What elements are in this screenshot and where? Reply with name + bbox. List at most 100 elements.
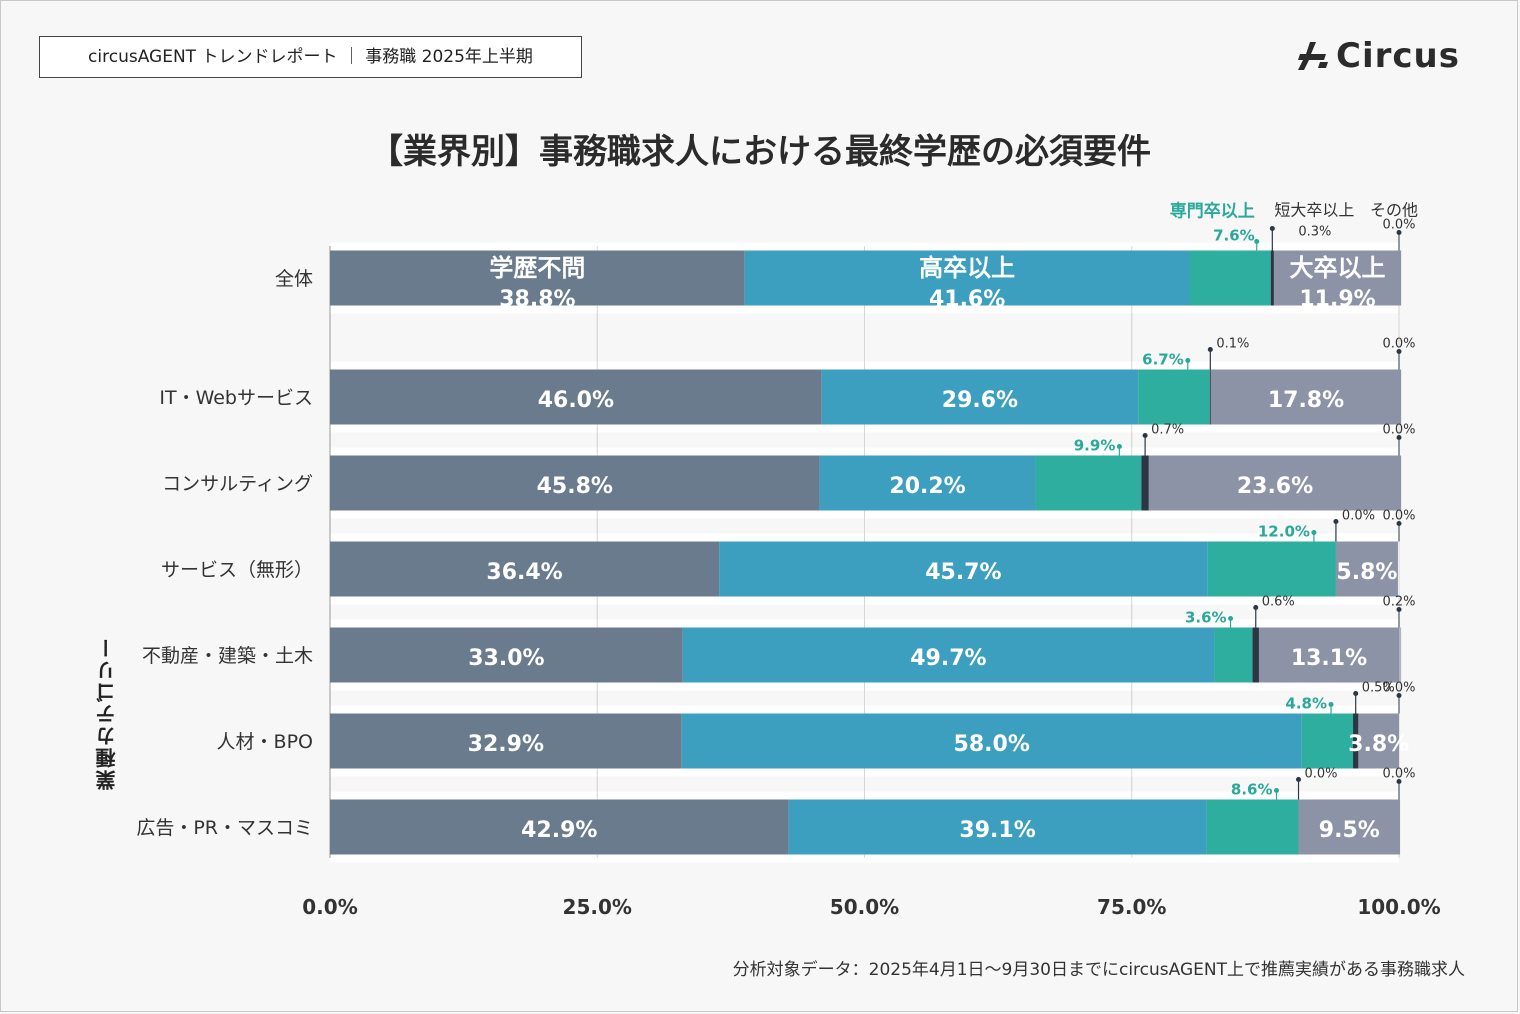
x-tick-label: 100.0% [1357,895,1440,919]
bar-segment-短大卒以上 [1252,627,1259,683]
bar-segment-高卒以上 [681,713,1302,769]
callout-dot [1142,433,1148,438]
callout-dot [1396,521,1402,526]
x-tick-label: 50.0% [830,895,899,919]
bar-segment-学歴不問 [330,713,682,769]
bar-segment-高卒以上 [788,799,1207,855]
bar-segment-大卒以上 [1358,713,1399,769]
bar-segment-学歴不問 [330,455,820,511]
callout-dot [1253,605,1259,610]
callout-value-label: 0.5% [1362,681,1395,696]
category-label: 広告・PR・マスコミ [136,817,313,839]
segment-value-label: 11.9% [1299,287,1375,312]
bar-segment-高卒以上 [719,541,1208,597]
bar-segment-大卒以上 [1258,627,1399,683]
bar-segment-大卒以上 [1335,541,1398,597]
callout-value-label: 0.0% [1382,337,1415,352]
callout-value-label: 3.6% [1185,609,1227,627]
callout-value-label: 0.0% [1382,767,1415,782]
footnote: 分析対象データ：2025年4月1日〜9月30日までにcircusAGENT上で推… [732,960,1465,980]
x-tick-label: 25.0% [563,895,632,919]
bar-segment-学歴不問 [330,541,720,597]
report-label: circusAGENT トレンドレポート ｜ 事務職 2025年上半期 [39,36,582,78]
callout-dot [1333,519,1339,524]
segment-value-label: 32.9% [468,732,544,757]
callout-value-label: 0.1% [1216,337,1249,352]
bar-segment-専門卒以上 [1301,713,1354,769]
callout-dot [1396,349,1402,354]
circus-logo-icon [1298,42,1328,70]
callout-series-name: 専門卒以上 [1170,201,1255,222]
callout-value-label: 8.6% [1231,781,1273,799]
callout-dot [1116,444,1122,449]
category-label: 全体 [275,268,313,290]
bar-segment-短大卒以上 [1209,369,1211,425]
callout-value-label: 9.9% [1074,437,1116,455]
callout-value-label: 6.7% [1142,351,1184,369]
chart-title: 【業界別】事務職求人における最終学歴の必須要件 [369,132,1151,172]
segment-value-label: 45.7% [925,560,1001,585]
callout-dot [1396,435,1402,440]
bar-segment-専門卒以上 [1207,541,1336,597]
callout-value-label: 0.6% [1262,595,1295,610]
bar-segment-学歴不問 [330,799,789,855]
segment-value-label: 5.8% [1336,560,1397,585]
bar-segment-その他 [1399,627,1402,683]
callout-value-label: 0.3% [1298,225,1331,240]
bar-segment-専門卒以上 [1206,799,1299,855]
segment-series-name: 学歴不問 [489,254,585,282]
callout-value-label: 0.0% [1382,681,1415,696]
bar-segment-大卒以上 [1210,369,1402,425]
segment-value-label: 39.1% [959,818,1035,843]
bar-segment-学歴不問 [330,369,822,425]
callout-dot [1296,777,1302,782]
callout-dot [1274,788,1280,793]
circus-logo-text: Circus [1336,36,1460,76]
bar-segment-高卒以上 [682,627,1215,683]
segment-series-name: 高卒以上 [919,254,1015,282]
segment-value-label: 41.6% [929,287,1005,312]
segment-value-label: 33.0% [468,646,544,671]
segment-value-label: 49.7% [910,646,986,671]
x-tick-label: 75.0% [1097,895,1166,919]
segment-value-label: 9.5% [1319,818,1380,843]
segment-value-label: 38.8% [499,287,575,312]
category-label: 不動産・建築・土木 [142,645,313,667]
segment-value-label: 46.0% [538,388,614,413]
category-label: コンサルティング [162,473,313,495]
bar-segment-学歴不問 [330,250,745,306]
bar-segment-短大卒以上 [1353,713,1359,769]
callout-value-label: 7.6% [1213,227,1255,245]
segment-value-label: 20.2% [889,474,965,499]
x-tick-label: 0.0% [302,895,357,919]
callout-value-label: 0.0% [1342,509,1375,524]
callout-value-label: 4.8% [1285,695,1327,713]
bar-segment-高卒以上 [821,369,1139,425]
bar-segment-大卒以上 [1148,455,1402,511]
bar-segment-大卒以上 [1298,799,1401,855]
bar-segment-高卒以上 [744,250,1190,306]
callout-value-label: 0.7% [1151,423,1184,438]
callout-dot [1311,530,1317,535]
bar-segment-短大卒以上 [1270,250,1274,306]
bar-segment-短大卒以上 [1141,455,1149,511]
callout-dot [1207,347,1213,352]
callout-dot [1396,779,1402,784]
segment-value-label: 13.1% [1291,646,1367,671]
segment-value-label: 45.8% [537,474,613,499]
callout-value-label: 0.2% [1382,595,1415,610]
callout-value-label: 0.0% [1382,218,1415,233]
bar-segment-高卒以上 [819,455,1036,511]
bar-segment-専門卒以上 [1035,455,1142,511]
callout-value-label: 12.0% [1258,523,1310,541]
segment-series-name: 大卒以上 [1290,254,1386,282]
callout-series-name: 短大卒以上 [1274,201,1354,220]
segment-value-label: 23.6% [1237,474,1313,499]
segment-value-label: 3.8% [1348,732,1409,757]
bar-segment-大卒以上 [1273,250,1402,306]
bar-segment-専門卒以上 [1214,627,1253,683]
callout-dot [1269,226,1275,231]
callout-value-label: 0.0% [1305,767,1338,782]
category-label: サービス（無形） [161,559,313,581]
segment-value-label: 29.6% [942,388,1018,413]
